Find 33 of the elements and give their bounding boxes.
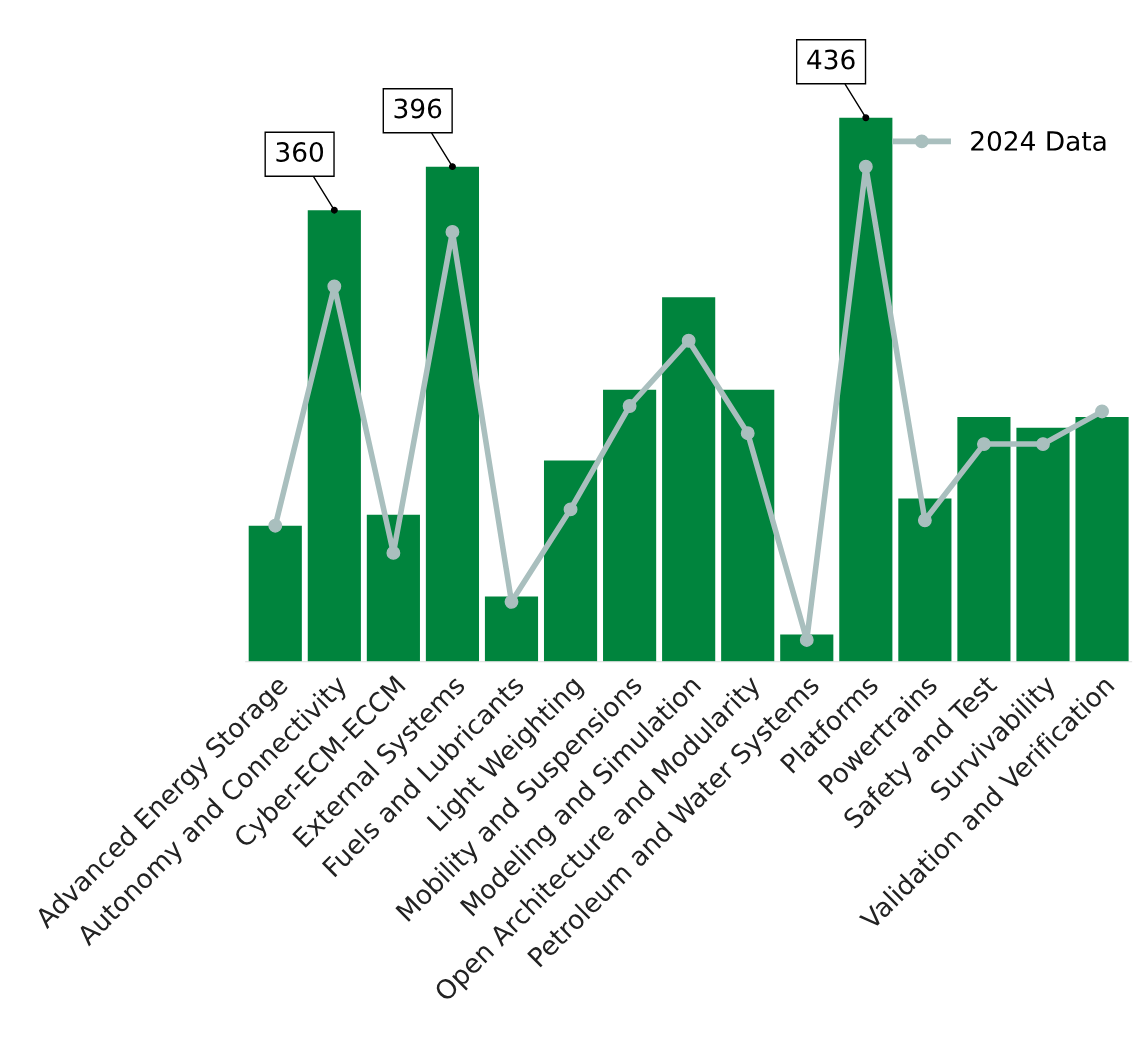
bar: [957, 416, 1011, 662]
point: [327, 279, 342, 294]
point: [858, 159, 873, 174]
point: [799, 632, 814, 647]
point: [563, 502, 578, 517]
legend-label: 2024 Data: [971, 131, 1106, 151]
point: [386, 545, 401, 560]
bar: [307, 210, 361, 662]
bar: [721, 389, 775, 662]
point: [1095, 404, 1109, 419]
bar: [248, 525, 302, 662]
point: [740, 426, 755, 441]
point: [681, 333, 696, 348]
bar: [662, 297, 716, 662]
annotation: 360: [276, 141, 324, 162]
point: [445, 224, 460, 239]
bar: [484, 596, 539, 662]
bar: [366, 514, 420, 662]
point: [268, 518, 283, 533]
bar: [425, 166, 480, 662]
point: [1036, 437, 1050, 452]
point: [622, 399, 637, 413]
point: [917, 513, 932, 528]
point: [504, 594, 519, 609]
annotation: 396: [394, 98, 442, 119]
bar: [1075, 416, 1129, 662]
bar: [1016, 427, 1070, 662]
bar: [543, 460, 598, 662]
annotation: 436: [807, 49, 855, 70]
point: [976, 437, 991, 452]
bar: [898, 498, 952, 662]
bar: [603, 389, 657, 662]
bar: [839, 117, 893, 662]
